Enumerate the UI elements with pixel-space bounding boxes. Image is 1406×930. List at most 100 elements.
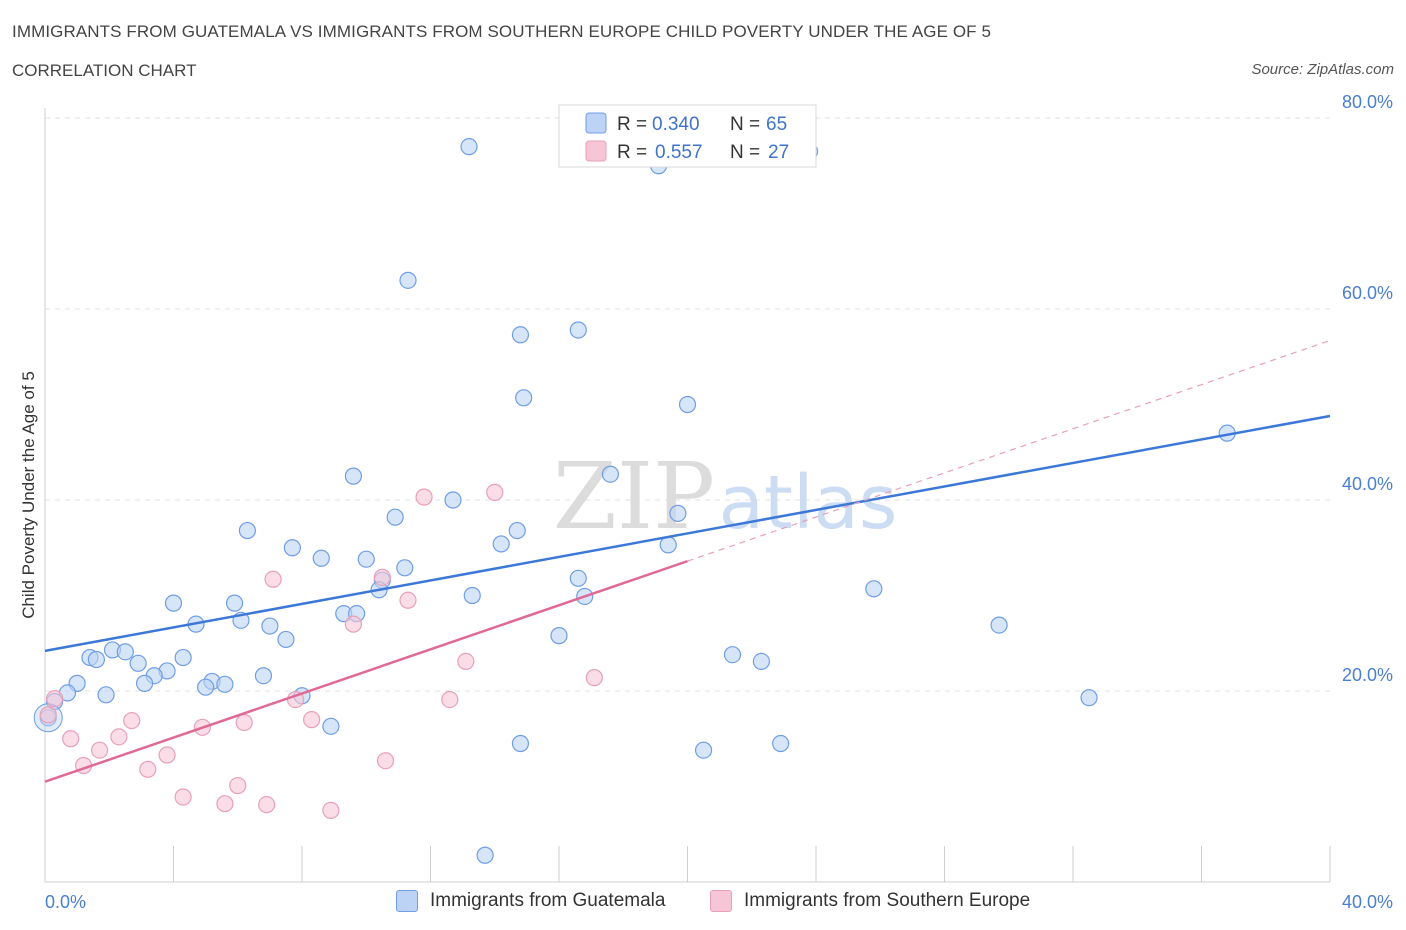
trend-line-southern-europe [44,559,688,783]
point-guatemala [1080,689,1098,707]
point-guatemala [116,643,134,661]
point-guatemala [238,521,256,540]
point-southern-europe [46,690,64,708]
point-guatemala [508,521,526,540]
point-guatemala [357,550,375,568]
point-southern-europe [39,706,57,724]
point-guatemala [312,549,330,567]
point-guatemala [569,569,587,587]
point-guatemala [511,734,530,753]
legend-r-value-2: 0.557 [655,142,703,163]
point-guatemala [463,586,481,605]
series-southern-europe-points [39,483,603,819]
legend-swatch-guatemala [396,890,418,912]
point-guatemala [396,559,414,577]
point-guatemala [569,321,587,339]
point-southern-europe [258,796,276,814]
point-southern-europe [235,713,253,732]
point-guatemala [511,326,530,344]
point-guatemala [283,539,301,557]
point-guatemala [164,594,183,612]
point-guatemala [344,467,362,485]
legend-n-label-2: N = [730,142,760,163]
point-guatemala [752,652,770,670]
x-tick-label: 0.0% [45,892,86,912]
point-southern-europe [123,712,141,730]
y-tick-label: 40.0% [1342,474,1393,494]
point-guatemala [772,734,790,753]
chart-title: IMMIGRANTS FROM GUATEMALA VS IMMIGRANTS … [12,22,992,41]
point-guatemala [601,465,620,483]
legend-swatch-southern-europe [710,890,732,912]
point-guatemala [399,271,417,289]
bottom-legend-guatemala: Immigrants from Guatemala [396,890,665,912]
point-guatemala [444,491,462,509]
point-guatemala [515,389,533,407]
x-tick-label: 40.0% [1342,892,1393,912]
point-southern-europe [216,795,234,813]
point-southern-europe [399,591,417,609]
point-guatemala [659,536,677,554]
legend-n-label-1: N = [730,114,760,135]
watermark: ZIP atlas [553,443,898,550]
point-southern-europe [174,788,192,806]
legend-label-guatemala: Immigrants from Guatemala [430,890,666,911]
point-southern-europe [441,690,459,709]
trend-line-guatemala [44,414,1331,653]
trend-extension-southern-europe [687,339,1331,562]
legend-swatch-pink [585,140,607,162]
axes [44,108,1331,883]
point-southern-europe [322,801,340,819]
legend-label-southern-europe: Immigrants from Southern Europe [744,890,1031,911]
y-axis-label: Child Poverty Under the Age of 5 [19,371,38,619]
point-guatemala [460,138,478,156]
point-southern-europe [376,752,395,770]
legend-swatch-blue [585,112,607,134]
chart-subtitle: CORRELATION CHART [12,61,197,80]
point-southern-europe [344,615,362,633]
point-guatemala [87,650,106,669]
point-guatemala [694,741,713,759]
point-guatemala [669,504,687,522]
point-guatemala [678,395,697,414]
legend-r-label-2: R = [617,142,647,163]
point-guatemala [135,674,154,692]
point-guatemala [174,648,192,667]
point-guatemala [97,686,115,704]
point-southern-europe [110,728,128,746]
legend-n-value-2: 27 [768,142,789,163]
point-guatemala [261,617,279,635]
point-guatemala [723,646,742,664]
point-guatemala [216,675,234,693]
point-southern-europe [229,776,247,795]
point-southern-europe [585,669,603,687]
point-guatemala [492,535,510,553]
point-guatemala [476,846,494,864]
y-tick-label: 60.0% [1342,283,1393,303]
point-guatemala [254,667,273,685]
point-guatemala [225,594,244,612]
point-southern-europe [264,570,282,588]
point-southern-europe [457,652,475,670]
point-guatemala [550,627,568,645]
legend-r-value-1: 0.340 [652,114,700,135]
point-guatemala [322,717,340,735]
point-southern-europe [486,483,504,501]
point-guatemala [197,678,215,696]
point-southern-europe [139,760,157,778]
tick-labels: 20.0% 40.0% 60.0% 80.0% 0.0% 40.0% [45,92,1393,912]
y-tick-label: 20.0% [1342,665,1393,685]
watermark-atlas: atlas [719,460,898,546]
point-southern-europe [158,746,176,764]
source-label: Source: ZipAtlas.com [1251,61,1394,78]
point-southern-europe [303,711,321,729]
point-southern-europe [91,741,109,759]
legend-r-label-1: R = [617,114,647,135]
point-southern-europe [415,488,433,506]
point-guatemala [386,508,404,526]
point-southern-europe [62,730,80,748]
stats-legend: R = 0.340 N = 65 R = 0.557 N = 27 [558,104,817,168]
legend-n-value-1: 65 [766,114,787,135]
point-guatemala [865,580,883,598]
